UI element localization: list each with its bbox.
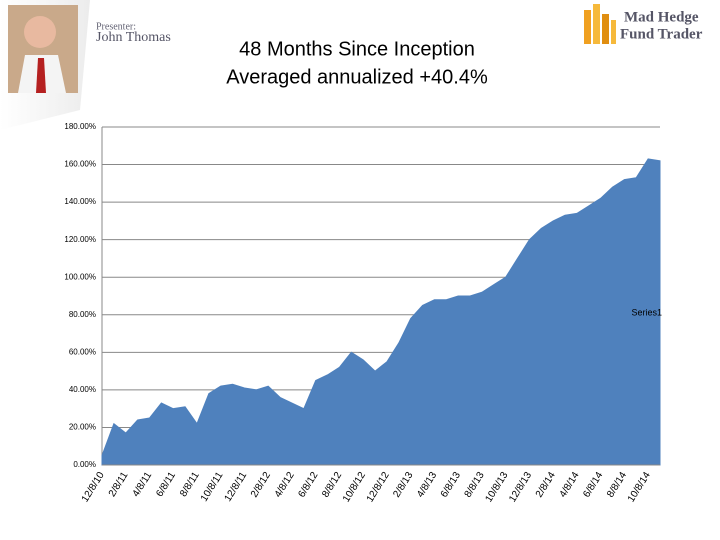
presenter-label: Presenter:	[96, 21, 136, 32]
y-tick-label: 80.00%	[69, 310, 96, 319]
area	[101, 158, 661, 466]
legend-label: Series1	[631, 307, 662, 317]
logo-bar	[611, 20, 616, 44]
presenter-name: John Thomas	[96, 30, 171, 45]
logo-bar	[602, 14, 609, 44]
chart-title: 48 Months Since Inception	[239, 38, 475, 60]
y-tick-label: 180.00%	[64, 122, 96, 131]
y-tick-label: 160.00%	[64, 160, 96, 169]
photo-tie	[36, 58, 46, 93]
chart-subtitle: Averaged annualized +40.4%	[226, 66, 488, 88]
logo-bar	[584, 10, 591, 44]
y-tick-label: 0.00%	[73, 460, 96, 469]
y-tick-label: 120.00%	[64, 235, 96, 244]
y-tick-label: 40.00%	[69, 385, 96, 394]
logo-bar	[593, 4, 600, 44]
logo-text: Fund Trader	[620, 26, 703, 42]
y-tick-label: 100.00%	[64, 272, 96, 281]
photo-face	[24, 16, 56, 48]
logo-text: Mad Hedge	[624, 9, 699, 25]
y-tick-label: 60.00%	[69, 347, 96, 356]
y-tick-label: 20.00%	[69, 423, 96, 432]
y-tick-label: 140.00%	[64, 197, 96, 206]
